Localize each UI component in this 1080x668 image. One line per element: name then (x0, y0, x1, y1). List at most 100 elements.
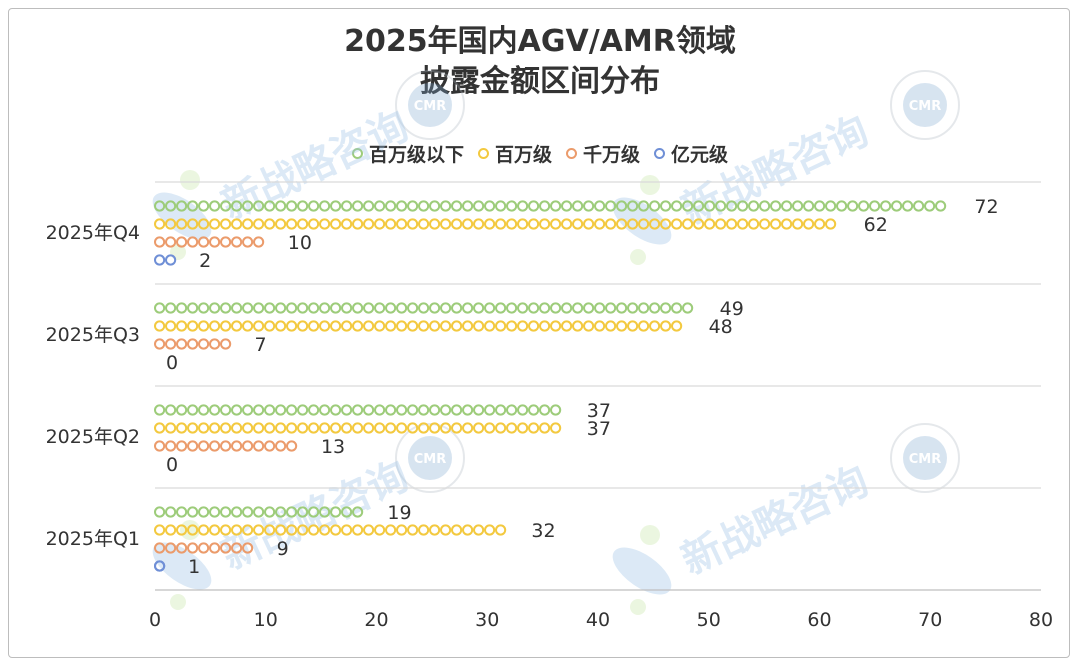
bar-bead (847, 200, 859, 212)
bar-bead (407, 200, 419, 212)
bar-bead (253, 404, 265, 416)
bar-bead (165, 320, 177, 332)
bar-bead (396, 422, 408, 434)
bar-bead (363, 524, 375, 536)
bar-bead (374, 302, 386, 314)
bar-bead (517, 320, 529, 332)
bar-bead (638, 218, 650, 230)
bar-bead (770, 218, 782, 230)
bar-bead (528, 200, 540, 212)
logo-text: CMR (414, 99, 447, 114)
bar-bead (814, 218, 826, 230)
bar-bead (209, 542, 221, 554)
bar-bead (781, 200, 793, 212)
bar-bead (517, 422, 529, 434)
bar-bead (264, 506, 276, 518)
bar-bead (220, 338, 232, 350)
bar-bead (308, 404, 320, 416)
bar-bead (451, 404, 463, 416)
bar-bead (627, 218, 639, 230)
bar (154, 404, 562, 416)
bar-bead (429, 422, 441, 434)
bar-bead (561, 200, 573, 212)
bar-bead (330, 524, 342, 536)
bar-bead (385, 404, 397, 416)
bar-bead (242, 236, 254, 248)
x-tick-label: 40 (586, 609, 610, 631)
bar-bead (242, 542, 254, 554)
bar-bead (473, 320, 485, 332)
bar-bead (385, 524, 397, 536)
bar-bead (176, 200, 188, 212)
bar-bead (187, 524, 199, 536)
bar-bead (154, 524, 166, 536)
bar-bead (484, 200, 496, 212)
category-label: 2025年Q2 (46, 426, 140, 448)
bar-bead (770, 200, 782, 212)
bar-bead (154, 338, 166, 350)
bar-bead (341, 200, 353, 212)
bar-bead (187, 338, 199, 350)
x-tick-label: 80 (1029, 609, 1053, 631)
bar-bead (286, 422, 298, 434)
bar-bead (220, 302, 232, 314)
bar-bead (319, 218, 331, 230)
bar-bead (176, 218, 188, 230)
bar-bead (209, 506, 221, 518)
bar-bead (506, 200, 518, 212)
bar-bead (209, 320, 221, 332)
bar-bead (396, 524, 408, 536)
bar-bead (429, 302, 441, 314)
bar-bead (198, 440, 210, 452)
bar-bead (495, 218, 507, 230)
bar-bead (308, 320, 320, 332)
data-label: 0 (166, 352, 178, 374)
bar-bead (737, 200, 749, 212)
bar-bead (616, 302, 628, 314)
logo-ring (890, 70, 960, 140)
bar-bead (495, 302, 507, 314)
bar-bead (286, 506, 298, 518)
bar-bead (550, 320, 562, 332)
bar-bead (935, 200, 947, 212)
bar-bead (550, 218, 562, 230)
watermark-dot (180, 170, 200, 190)
bar-bead (264, 524, 276, 536)
chart-title-line-2: 披露金额区间分布 (420, 64, 660, 99)
watermark-blob (612, 547, 672, 595)
bar-bead (198, 236, 210, 248)
bar-bead (297, 200, 309, 212)
bar-bead (220, 404, 232, 416)
x-tick-label: 0 (149, 609, 161, 631)
bar-bead (660, 302, 672, 314)
bar-bead (836, 200, 848, 212)
bar-bead (484, 320, 496, 332)
bar-bead (209, 524, 221, 536)
bar-bead (484, 302, 496, 314)
bar-bead (517, 200, 529, 212)
data-label: 48 (709, 316, 733, 338)
bar-bead (165, 338, 177, 350)
bar-bead (715, 200, 727, 212)
bar-bead (924, 200, 936, 212)
bar-bead (319, 506, 331, 518)
bar-bead (231, 422, 243, 434)
bar-bead (209, 440, 221, 452)
bar (154, 302, 694, 314)
bar-bead (539, 218, 551, 230)
bar-bead (396, 218, 408, 230)
bar-bead (627, 200, 639, 212)
bar-bead (671, 200, 683, 212)
bar-bead (418, 302, 430, 314)
bar-bead (176, 404, 188, 416)
bar-bead (220, 542, 232, 554)
bar-bead (517, 404, 529, 416)
bar-bead (231, 404, 243, 416)
bar-bead (220, 506, 232, 518)
bar-bead (231, 320, 243, 332)
data-label: 1 (188, 556, 200, 578)
legend-label: 亿元级 (671, 144, 729, 166)
bar-bead (781, 218, 793, 230)
bar-bead (253, 236, 265, 248)
bar-bead (264, 302, 276, 314)
